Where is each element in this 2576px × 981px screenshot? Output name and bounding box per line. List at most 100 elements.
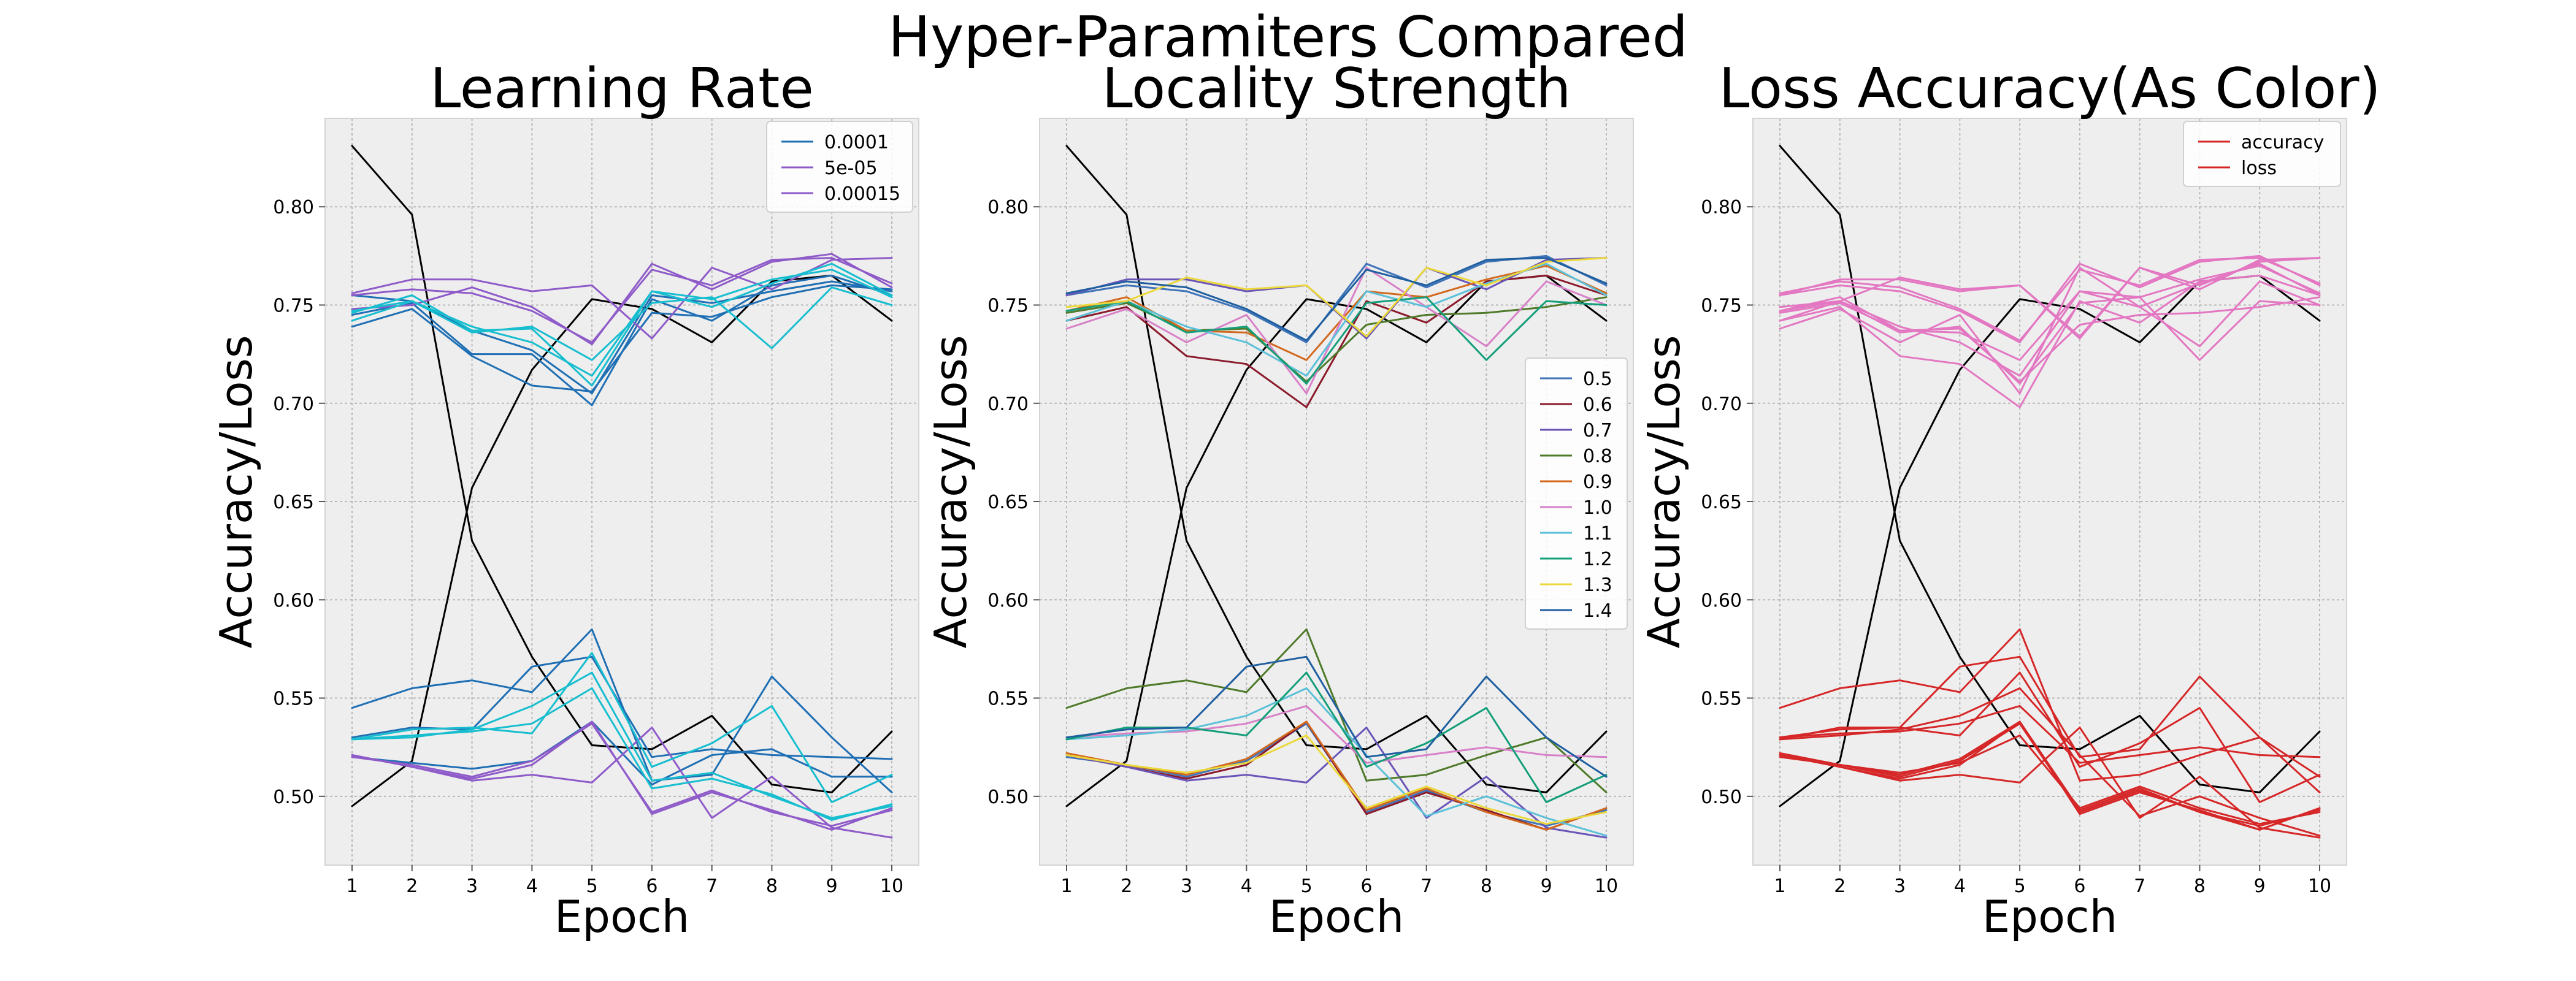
y-tick-label: 0.50: [273, 787, 314, 808]
legend-label: loss: [2241, 158, 2277, 179]
series-line: [1065, 720, 1608, 831]
y-tick-label: 0.60: [273, 590, 314, 611]
series-line: [351, 284, 893, 392]
panel-2: 1 2 3 4 5 6 7 8 9 10 0.50 0.55 0.60 0.65 0.70 0.75 0.80 L…: [925, 56, 1634, 942]
series-line: [1779, 671, 2321, 803]
y-tick-label: 0.60: [1701, 590, 1742, 611]
legend-label: 0.5: [1583, 368, 1612, 390]
y-tick-label: 0.80: [987, 197, 1029, 218]
series-lines: [351, 145, 893, 839]
legend-label: 0.0001: [824, 132, 889, 153]
series-lines: [1779, 145, 2321, 839]
series-line: [1065, 720, 1608, 831]
y-tick-label: 0.70: [987, 394, 1029, 415]
series-line: [1065, 628, 1608, 793]
series-line: [351, 286, 893, 361]
legend-label: 0.6: [1583, 394, 1612, 416]
x-tick-label: 4: [1954, 876, 1966, 897]
series-line: [1779, 267, 2321, 395]
x-tick-label: 1: [1060, 876, 1072, 897]
x-tick-label: 3: [466, 876, 478, 897]
series-line: [351, 687, 893, 821]
series-line: [351, 652, 893, 803]
series-line: [1779, 296, 2321, 385]
legend: 0.0001 5e-05 0.00015: [766, 121, 913, 213]
y-tick-label: 0.80: [273, 197, 314, 218]
y-tick-label: 0.55: [987, 689, 1029, 710]
legend-box: [2183, 121, 2341, 187]
series-line: [351, 145, 893, 793]
series-line: [1779, 628, 2321, 793]
panels: 1 2 3 4 5 6 7 8 9 100.500.550.600.650.700.750.80L…: [210, 56, 2381, 942]
legend: accuracy loss: [2183, 121, 2341, 187]
x-tick-label: 10: [880, 876, 903, 897]
x-tick-label: 8: [2194, 876, 2206, 897]
y-tick-label: 0.65: [273, 492, 314, 513]
series-lines: [1065, 145, 1608, 839]
x-tick-label: 9: [826, 876, 838, 897]
x-tick-label: 7: [2134, 876, 2145, 897]
x-tick-label: 6: [2074, 876, 2085, 897]
legend-label: 1.0: [1583, 497, 1612, 519]
x-tick-label: 8: [1481, 876, 1492, 897]
x-tick-label: 5: [586, 876, 598, 897]
y-tick-label: 0.80: [1701, 197, 1742, 218]
x-tick-label: 1: [1774, 876, 1785, 897]
x-tick-label: 5: [1301, 876, 1313, 897]
x-tick-label: 2: [1121, 876, 1132, 897]
series-line: [1779, 257, 2321, 342]
series-line: [1065, 296, 1608, 385]
series-line: [1065, 655, 1608, 778]
series-line: [351, 720, 893, 786]
legend-label: 0.9: [1583, 471, 1612, 493]
series-line: [1065, 687, 1608, 837]
x-tick-label: 7: [706, 876, 718, 897]
series-line: [1779, 727, 2321, 839]
series-line: [351, 262, 893, 377]
x-tick-label: 6: [646, 876, 657, 897]
x-tick-label: 3: [1181, 876, 1192, 897]
x-tick-label: 1: [346, 876, 358, 897]
y-tick-label: 0.75: [273, 296, 314, 317]
legend-box: [1525, 357, 1628, 630]
y-tick-label: 0.60: [987, 590, 1029, 611]
y-axis-label: Accuracy/Loss: [210, 335, 262, 649]
legend-label: 1.1: [1583, 523, 1612, 544]
axes-frame: [324, 118, 919, 866]
legend-label: 0.00015: [824, 183, 900, 205]
y-axis-label: Accuracy/Loss: [925, 335, 976, 649]
series-line: [351, 628, 893, 793]
series-line: [1065, 727, 1608, 839]
series-line: [1779, 257, 2321, 338]
series-line: [1065, 671, 1608, 803]
legend-box: [766, 121, 913, 213]
x-tick-label: 8: [766, 876, 778, 897]
x-tick-label: 10: [2308, 876, 2331, 897]
legend-label: 0.7: [1583, 420, 1612, 441]
x-tick-label: 3: [1894, 876, 1906, 897]
legend: 0.5 0.6 0.7 0.8 0.9 1.0 1.1 1.2 1.3 1.4: [1525, 357, 1628, 630]
series-line: [351, 722, 893, 827]
x-tick-label: 2: [406, 876, 418, 897]
y-tick-label: 0.65: [1701, 492, 1742, 513]
x-axis-label: Epoch: [1269, 891, 1404, 942]
axes-frame: [1752, 118, 2347, 866]
figure-suptitle: Hyper-Paramiters Compared: [888, 4, 1688, 70]
series-line: [1779, 145, 2321, 793]
series-line: [1065, 257, 1608, 342]
y-tick-label: 0.55: [273, 689, 314, 710]
x-tick-label: 9: [1541, 876, 1552, 897]
y-tick-label: 0.65: [987, 492, 1029, 513]
axes-frame: [1039, 118, 1634, 866]
legend-label: 1.2: [1583, 549, 1612, 570]
x-tick-label: 5: [2014, 876, 2026, 897]
y-tick-label: 0.50: [987, 787, 1029, 808]
x-tick-label: 10: [1595, 876, 1618, 897]
y-tick-label: 0.70: [273, 394, 314, 415]
series-line: [1779, 655, 2321, 778]
x-tick-label: 6: [1360, 876, 1372, 897]
panel-3: 1 2 3 4 5 6 7 8 9 10 0.50 0.55 0.60 0.65 0.70 0.75 0.80 L…: [1638, 56, 2381, 942]
series-line: [1065, 735, 1608, 825]
series-line: [1779, 720, 2321, 831]
